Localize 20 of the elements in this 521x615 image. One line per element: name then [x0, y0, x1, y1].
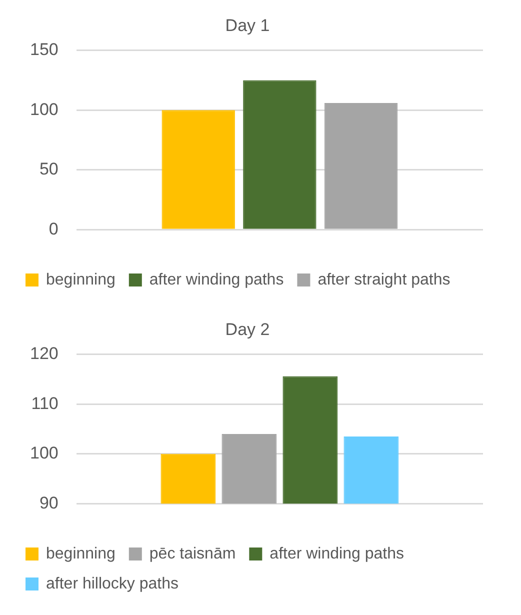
y-tick-label: 120	[30, 344, 58, 364]
y-tick-label: 50	[39, 160, 58, 179]
y-tick-label: 0	[48, 219, 58, 238]
y-tick-label: 100	[30, 100, 58, 119]
y-tick-label: 150	[30, 40, 58, 60]
legend-label: beginning	[46, 271, 116, 288]
legend-label: pēc taisnām	[149, 545, 236, 562]
bar	[324, 102, 398, 229]
y-tick-label: 100	[30, 444, 58, 463]
chart-title: Day 2	[225, 320, 270, 339]
legend-label: after hillocky paths	[46, 575, 179, 592]
legend-label: after winding paths	[270, 545, 404, 562]
legend-label: beginning	[46, 545, 116, 562]
bar	[243, 80, 316, 229]
y-tick-label: 110	[31, 394, 58, 413]
chart-title: Day 1	[225, 16, 270, 35]
legend-label: after winding paths	[149, 271, 284, 288]
legend-label: after straight paths	[318, 271, 450, 288]
bar	[162, 110, 235, 229]
y-tick-label: 90	[39, 493, 58, 512]
